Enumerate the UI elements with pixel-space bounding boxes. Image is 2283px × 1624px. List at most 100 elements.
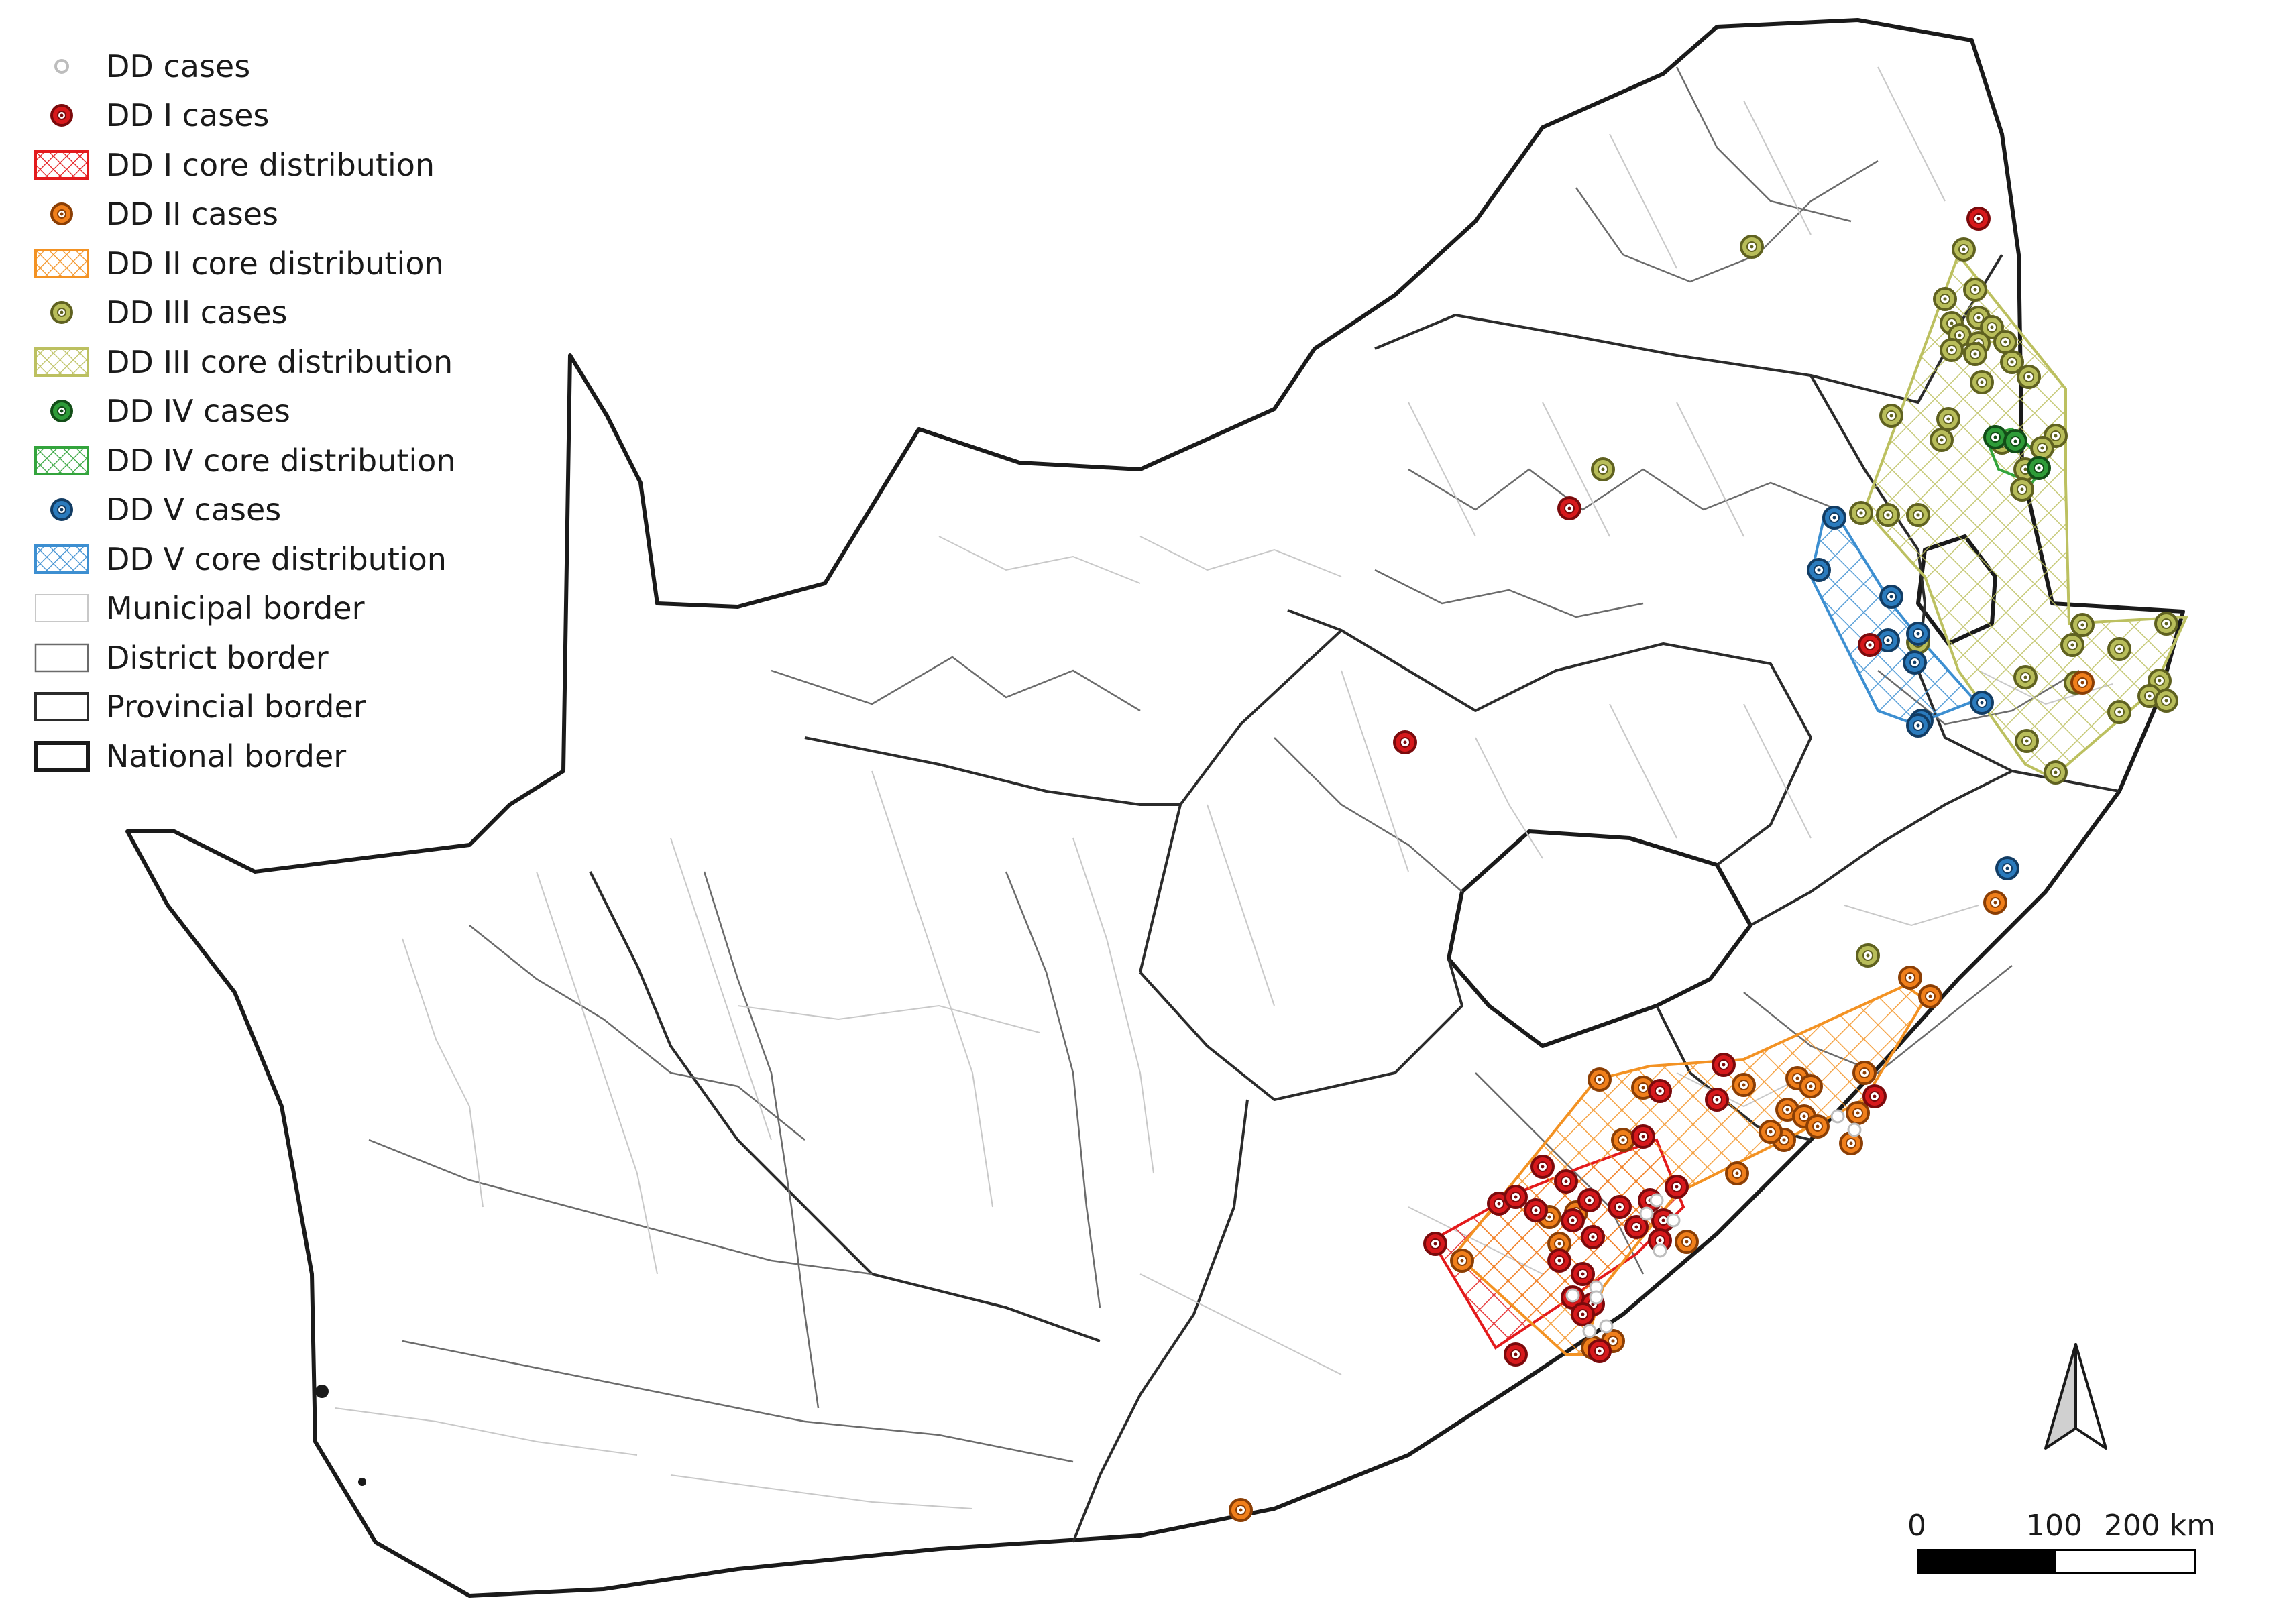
legend-item: DD V cases xyxy=(34,485,456,535)
legend-label: DD V cases xyxy=(106,491,282,528)
map-legend: DD cases DD I cases DD I core distribution… xyxy=(34,42,456,781)
dd-i-case xyxy=(1648,1079,1672,1103)
dd-i-case xyxy=(1571,1262,1595,1286)
legend-swatch xyxy=(34,592,90,624)
dd-iii-case xyxy=(2060,633,2084,657)
dd-v-case xyxy=(1970,691,1994,715)
legend-item: District border xyxy=(34,633,456,683)
dd-case xyxy=(1565,1288,1580,1303)
dd-i-case xyxy=(1624,1215,1649,1239)
scale-bar: 0 100 200 km xyxy=(1907,1509,2215,1574)
dd-case xyxy=(1599,1319,1614,1334)
legend-item: Municipal border xyxy=(34,584,456,634)
legend-item: DD V core distribution xyxy=(34,534,456,584)
dd-ii-case xyxy=(1852,1061,1877,1085)
dd-i-case xyxy=(1504,1185,1528,1209)
dd-v-case xyxy=(1807,558,1831,582)
dd-iii-case xyxy=(1963,278,1987,302)
legend-swatch xyxy=(34,346,90,378)
dd-v-case xyxy=(1906,622,1930,646)
legend-label: DD IV core distribution xyxy=(106,442,456,479)
dd-iii-case xyxy=(1980,315,2004,339)
municipal-borders xyxy=(335,66,2113,1509)
scale-label-100: 100 xyxy=(2026,1509,2082,1543)
legend-swatch xyxy=(34,691,90,723)
north-arrow-icon xyxy=(2044,1343,2107,1450)
legend-label: Provincial border xyxy=(106,689,366,726)
dd-iii-case xyxy=(1993,330,2017,354)
legend-item: DD II core distribution xyxy=(34,239,456,288)
dd-i-case xyxy=(1524,1198,1548,1222)
legend-swatch xyxy=(34,543,90,575)
dd-v-case xyxy=(1906,713,1930,738)
legend-swatch xyxy=(34,99,90,131)
scale-label-0: 0 xyxy=(1907,1509,1926,1543)
scale-bar-graphic xyxy=(1917,1549,2196,1574)
dd-iii-case xyxy=(2154,689,2178,713)
dd-iii-case xyxy=(1849,501,1873,525)
legend-item: DD I cases xyxy=(34,91,456,141)
dd-ii-case xyxy=(1611,1128,1635,1152)
dd-iii-case xyxy=(1933,287,1957,311)
legend-label: DD cases xyxy=(106,48,251,84)
dd-ii-case xyxy=(1983,890,2007,915)
legend-item: DD III cases xyxy=(34,288,456,338)
legend-label: DD I cases xyxy=(106,97,270,134)
legend-item: DD IV cases xyxy=(34,387,456,437)
dd-v-case xyxy=(1876,628,1900,652)
dd-i-case xyxy=(1547,1249,1571,1273)
dd-iii-case xyxy=(1856,943,1880,968)
dd-ii-case xyxy=(1725,1161,1749,1185)
legend-item: DD IV core distribution xyxy=(34,436,456,485)
coastal-island xyxy=(358,1478,366,1486)
dd-iii-case xyxy=(1952,237,1976,262)
dd-ii-case xyxy=(1918,984,1942,1008)
dd-i-case xyxy=(1705,1088,1729,1112)
lesotho-border xyxy=(1447,829,1752,1048)
scale-label-200: 200 km xyxy=(2103,1509,2216,1543)
dd-v-case xyxy=(1822,506,1846,530)
legend-label: DD II cases xyxy=(106,196,278,233)
dd-case xyxy=(1666,1213,1681,1228)
dd-i-case xyxy=(1577,1188,1602,1212)
legend-swatch xyxy=(34,50,90,82)
dd-i-case xyxy=(1561,1208,1585,1232)
dd-case xyxy=(1847,1122,1862,1137)
legend-swatch xyxy=(34,198,90,230)
dd-i-case xyxy=(1571,1302,1595,1326)
dd-i-case xyxy=(1530,1155,1555,1179)
dd-iii-case xyxy=(1740,235,1764,259)
dd-ii-case xyxy=(1675,1230,1699,1254)
dd-v-case xyxy=(1995,856,2019,880)
dd-iv-case xyxy=(2003,429,2027,453)
dd-i-case xyxy=(1423,1232,1447,1256)
dd-v-case xyxy=(1903,650,1927,675)
legend-label: DD V core distribution xyxy=(106,540,447,577)
dd-iii-case xyxy=(1970,370,1994,394)
dd-iii-case xyxy=(2013,665,2038,689)
legend-swatch xyxy=(34,494,90,526)
dd-iii-case xyxy=(2010,477,2034,502)
dd-iii-case xyxy=(2044,424,2068,448)
legend-label: DD I core distribution xyxy=(106,146,435,183)
dd-iii-case xyxy=(1963,342,1987,366)
dd-case xyxy=(1830,1109,1845,1124)
dd-i-case xyxy=(1651,1208,1675,1232)
dd-i-case xyxy=(1554,1169,1578,1194)
dd-iii-case xyxy=(2070,613,2095,637)
dd-i-case xyxy=(1504,1342,1528,1367)
legend-item: DD I core distribution xyxy=(34,140,456,190)
dd-i-case xyxy=(1858,633,1882,657)
legend-swatch xyxy=(34,642,90,674)
dd-i-case xyxy=(1862,1084,1887,1108)
dd-iii-case xyxy=(1591,457,1615,481)
dd-iii-case xyxy=(2000,350,2024,374)
dd-iii-case xyxy=(2107,637,2131,661)
dd-iii-case xyxy=(2044,760,2068,785)
dd-iii-case xyxy=(1936,407,1960,431)
dd-iii-case xyxy=(1879,404,1903,428)
dd-iii-core-distribution xyxy=(1862,251,2189,780)
dd-iii-case xyxy=(1906,503,1930,527)
legend-item: National border xyxy=(34,732,456,781)
